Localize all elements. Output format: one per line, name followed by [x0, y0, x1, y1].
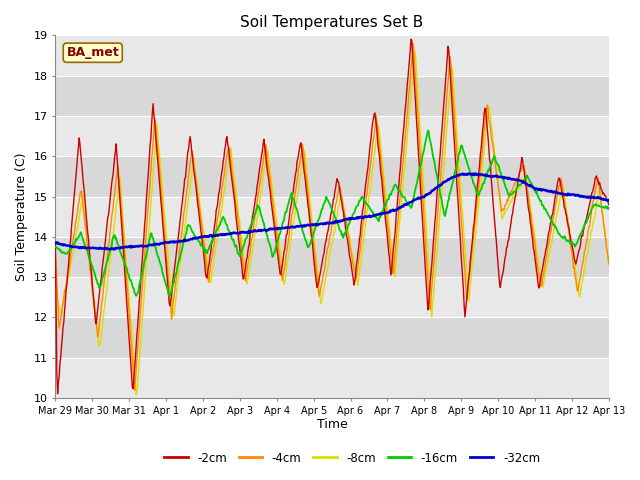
Bar	[55, 237, 609, 277]
X-axis label: Time: Time	[317, 419, 348, 432]
Bar	[55, 156, 609, 196]
Bar	[55, 317, 609, 358]
Text: BA_met: BA_met	[67, 46, 119, 59]
Bar	[55, 76, 609, 116]
Y-axis label: Soil Temperature (C): Soil Temperature (C)	[15, 153, 28, 281]
Legend: -2cm, -4cm, -8cm, -16cm, -32cm: -2cm, -4cm, -8cm, -16cm, -32cm	[159, 447, 545, 469]
Bar	[55, 36, 609, 76]
Title: Soil Temperatures Set B: Soil Temperatures Set B	[241, 15, 424, 30]
Bar	[55, 277, 609, 317]
Bar	[55, 358, 609, 398]
Bar	[55, 116, 609, 156]
Bar	[55, 196, 609, 237]
